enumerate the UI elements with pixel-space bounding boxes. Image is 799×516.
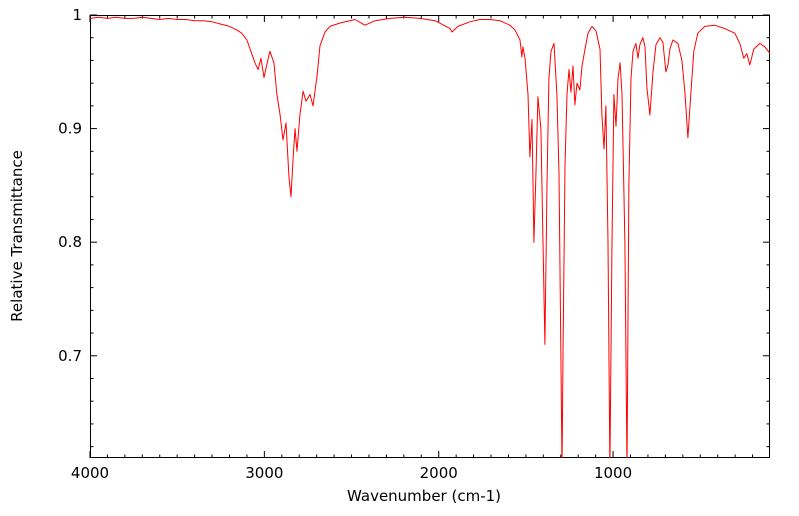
tick-labels: 4000 3000 2000 1000 1 0.9 0.8 0.7 <box>58 6 632 482</box>
y-axis-title: Relative Transmittance <box>8 150 26 322</box>
y-tick-label: 0.9 <box>58 120 82 138</box>
x-axis-title: Wavenumber (cm-1) <box>347 487 501 505</box>
spectrum-line <box>90 16 770 458</box>
x-tick-label: 2000 <box>420 464 458 482</box>
axis-ticks <box>89 14 770 458</box>
x-tick-label: 3000 <box>245 464 283 482</box>
x-tick-label: 1000 <box>594 464 632 482</box>
x-tick-label: 4000 <box>71 464 109 482</box>
y-tick-label: 1 <box>72 6 82 24</box>
y-tick-label: 0.8 <box>58 233 82 251</box>
plot-frame <box>90 15 770 458</box>
y-tick-label: 0.7 <box>58 347 82 365</box>
